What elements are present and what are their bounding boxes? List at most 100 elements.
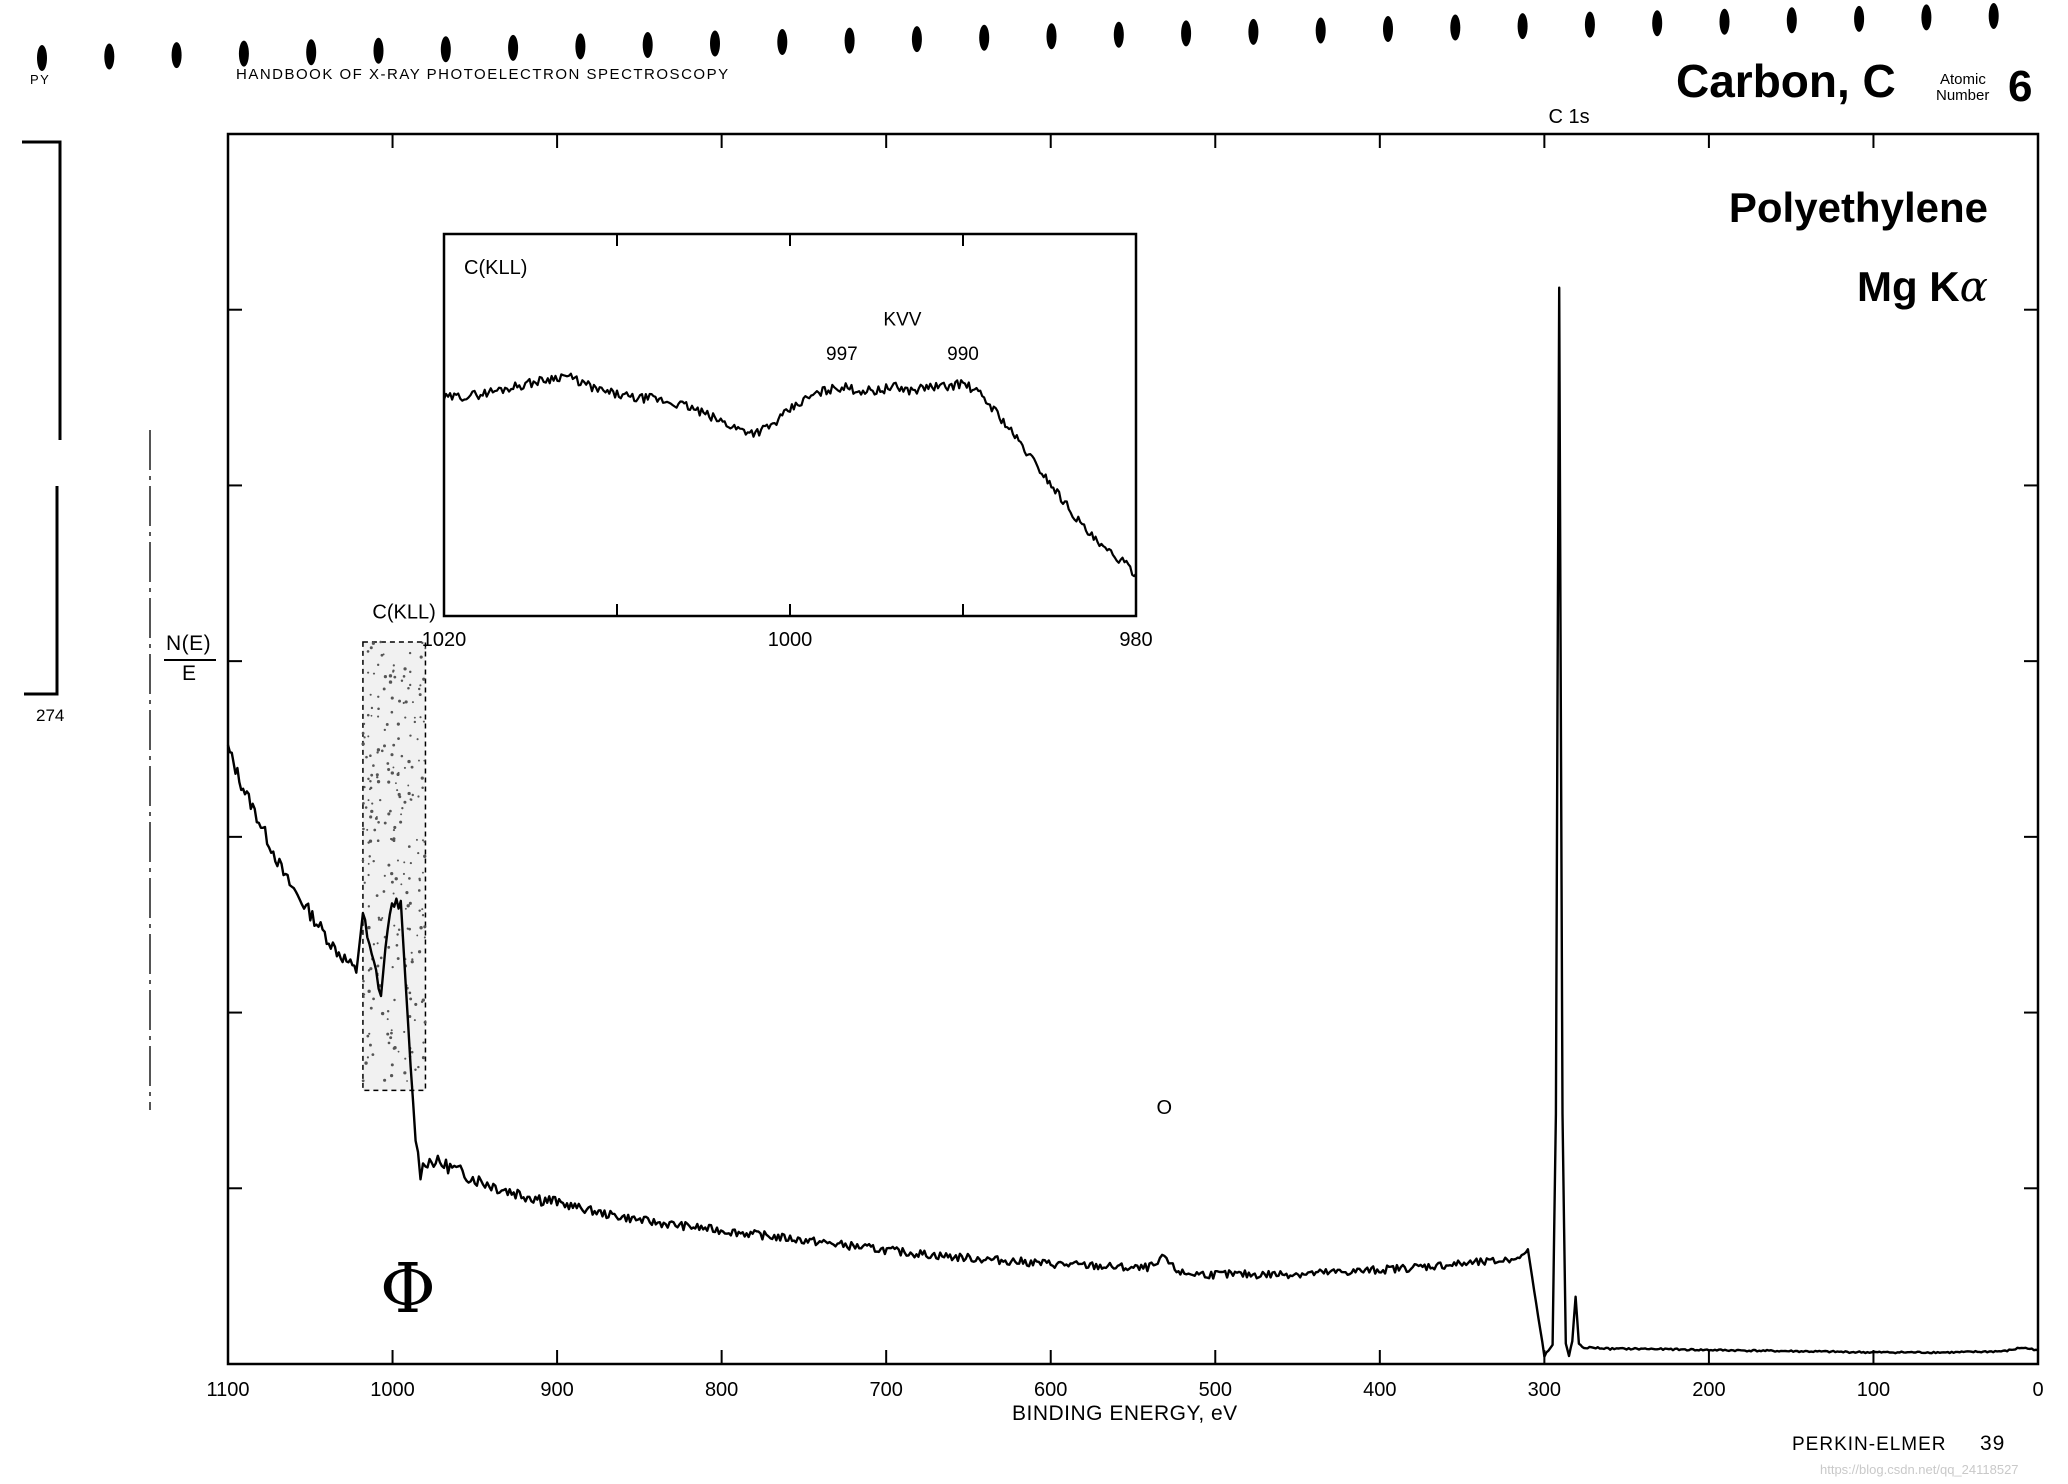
- stipple-dot: [403, 800, 407, 804]
- stipple-dot: [361, 801, 365, 805]
- stipple-dot: [387, 812, 391, 816]
- stipple-dot: [383, 674, 388, 679]
- stipple-dot: [382, 653, 385, 656]
- stipple-dot: [370, 714, 373, 717]
- perkin-elmer-logo: Φ: [380, 1250, 436, 1329]
- stipple-dot: [361, 859, 365, 862]
- stipple-dot: [409, 683, 412, 687]
- stipple-dot: [397, 792, 401, 797]
- stipple-dot: [380, 749, 384, 753]
- stipple-dot: [410, 960, 414, 964]
- stipple-dot: [408, 991, 412, 995]
- stipple-dot: [379, 956, 383, 960]
- stipple-dot: [405, 891, 409, 895]
- stipple-dot: [408, 877, 411, 880]
- stipple-dot: [397, 737, 400, 740]
- inset-x-tick-label: 980: [1119, 629, 1152, 651]
- stipple-dot: [367, 671, 370, 674]
- stipple-dot: [369, 693, 372, 696]
- stipple-dot: [380, 653, 384, 657]
- stipple-dot: [376, 942, 379, 945]
- stipple-dot: [376, 751, 379, 754]
- stipple-dot: [392, 664, 395, 667]
- y-axis-label-numerator: N(E): [166, 632, 212, 655]
- stipple-dot: [419, 716, 422, 719]
- stipple-dot: [369, 815, 373, 819]
- stipple-dot: [383, 1078, 387, 1082]
- stipple-dot: [362, 979, 365, 983]
- stipple-dot: [403, 1071, 407, 1075]
- x-tick-label: 300: [1528, 1379, 1561, 1401]
- stipple-dot: [420, 776, 424, 780]
- stipple-dot: [399, 820, 403, 824]
- x-tick-label: 800: [705, 1379, 738, 1401]
- brand-name: PERKIN-ELMER: [1792, 1434, 1947, 1455]
- punch-hole: [1921, 4, 1932, 31]
- stipple-dot: [404, 700, 408, 704]
- x-axis-label: BINDING ENERGY, eV: [1012, 1402, 1238, 1425]
- stipple-dot: [390, 753, 394, 757]
- stipple-dot: [396, 789, 399, 792]
- stipple-dot: [419, 684, 422, 687]
- stipple-dot: [385, 723, 389, 726]
- stipple-dot: [408, 901, 412, 905]
- stipple-dot: [389, 1036, 393, 1040]
- stipple-dot: [403, 667, 407, 671]
- inset-tick-labels: 1020 1000 980: [422, 629, 1153, 651]
- stipple-dot: [387, 780, 391, 784]
- stipple-dot: [370, 706, 374, 710]
- stipple-dot: [417, 1065, 420, 1069]
- stipple-dot: [383, 821, 387, 825]
- punch-hole: [1046, 23, 1057, 50]
- stipple-dot: [361, 1079, 365, 1083]
- cKLL-highlight-band: [361, 640, 427, 1092]
- punch-hole: [1248, 18, 1259, 45]
- stipple-dot: [397, 771, 400, 774]
- stipple-dot: [395, 782, 397, 785]
- stipple-dot: [390, 710, 394, 714]
- stipple-dot: [408, 651, 412, 655]
- stipple-dot: [392, 743, 396, 747]
- stipple-dot: [403, 861, 406, 864]
- stipple-dot: [375, 894, 379, 897]
- stipple-dot: [377, 715, 380, 718]
- stipple-dot: [409, 861, 412, 865]
- punch-hole: [508, 34, 519, 61]
- stipple-dot: [380, 1011, 385, 1016]
- highlight-rect: [362, 641, 427, 1092]
- stipple-dot: [361, 731, 365, 735]
- stipple-dot: [417, 851, 420, 855]
- stipple-dot: [417, 795, 420, 798]
- stipple-dot: [389, 1074, 394, 1078]
- stipple-dot: [396, 859, 400, 862]
- stipple-dot: [366, 1034, 370, 1038]
- stipple-dot: [423, 759, 426, 762]
- stipple-dot: [423, 925, 427, 929]
- stipple-dot: [404, 1057, 407, 1060]
- stipple-dot: [423, 936, 426, 939]
- stipple-dot: [421, 786, 424, 789]
- stipple-dot: [390, 872, 394, 876]
- stipple-dot: [390, 696, 394, 700]
- punch-hole: [1988, 2, 1999, 29]
- stipple-dot: [376, 748, 381, 752]
- stipple-dot: [371, 802, 374, 805]
- punch-hole: [1113, 21, 1124, 48]
- stipple-dot: [409, 734, 412, 737]
- stipple-dot: [417, 889, 421, 892]
- x-tick-label: 500: [1199, 1379, 1232, 1401]
- stipple-dot: [362, 996, 365, 998]
- survey-peak-label: O: [1156, 1097, 1172, 1119]
- stipple-dot: [404, 716, 407, 719]
- stipple-dot: [418, 693, 422, 697]
- stipple-dot: [387, 1041, 391, 1045]
- stipple-dot: [382, 890, 386, 893]
- stipple-dot: [393, 825, 397, 829]
- stipple-dot: [361, 742, 365, 746]
- stipple-dot: [362, 722, 366, 726]
- atomic-number: 6: [2008, 62, 2033, 111]
- stipple-dot: [411, 793, 414, 797]
- stipple-dot: [398, 699, 401, 703]
- stipple-dot: [416, 738, 419, 741]
